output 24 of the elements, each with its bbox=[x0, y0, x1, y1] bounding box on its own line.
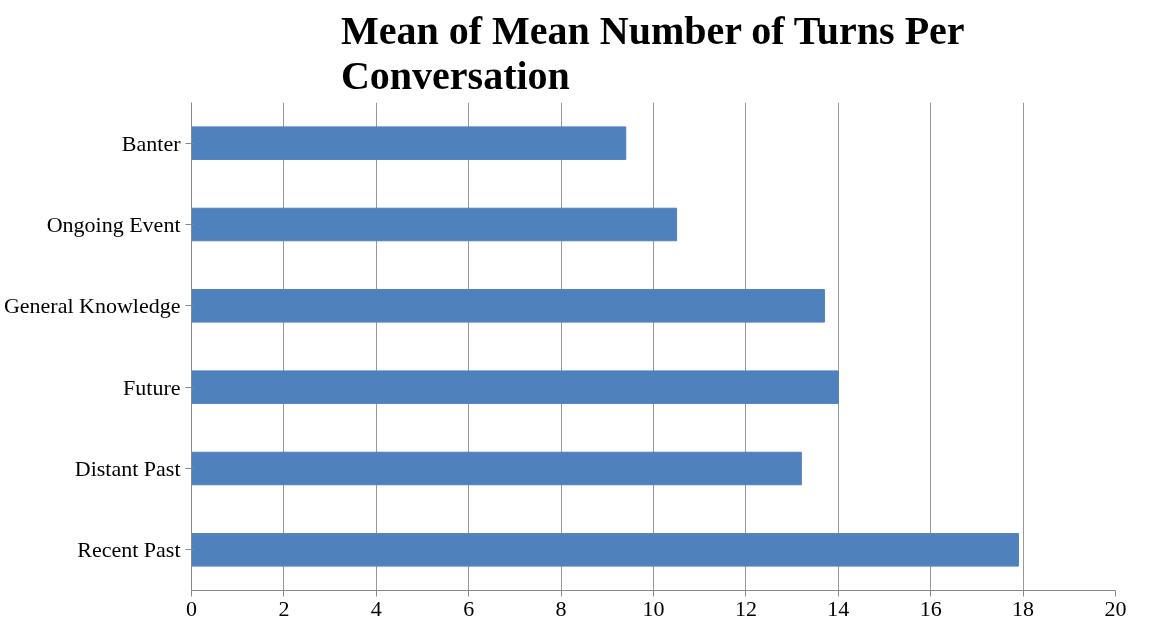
bar bbox=[191, 289, 825, 323]
x-tick-label: 6 bbox=[463, 595, 475, 621]
bar bbox=[191, 370, 839, 404]
x-tick-label: 10 bbox=[642, 595, 665, 621]
bar bbox=[191, 451, 802, 486]
bar bbox=[191, 207, 678, 242]
y-tick-label: Distant Past bbox=[74, 456, 181, 481]
x-tick-label: 8 bbox=[555, 595, 567, 621]
y-tick-label: Banter bbox=[121, 130, 182, 156]
x-tick-label: 0 bbox=[186, 595, 197, 621]
chart-title: Mean of Mean Number of Turns Per Conversation bbox=[340, 7, 965, 98]
y-tick-label: General Knowledge bbox=[3, 293, 181, 319]
y-tick-label: Future bbox=[123, 374, 181, 400]
x-tick-label: 4 bbox=[370, 595, 382, 621]
y-tick-label: Ongoing Event bbox=[46, 212, 181, 237]
bar bbox=[191, 533, 1019, 567]
x-tick-label: 20 bbox=[1104, 595, 1127, 621]
x-tick-label: 12 bbox=[734, 595, 757, 621]
x-tick-label: 14 bbox=[827, 595, 850, 621]
bar bbox=[191, 126, 627, 160]
y-tick-label: Recent Past bbox=[77, 537, 181, 563]
x-tick-label: 18 bbox=[1012, 595, 1035, 621]
x-tick-label: 16 bbox=[919, 595, 942, 621]
x-tick-label: 2 bbox=[278, 595, 290, 621]
